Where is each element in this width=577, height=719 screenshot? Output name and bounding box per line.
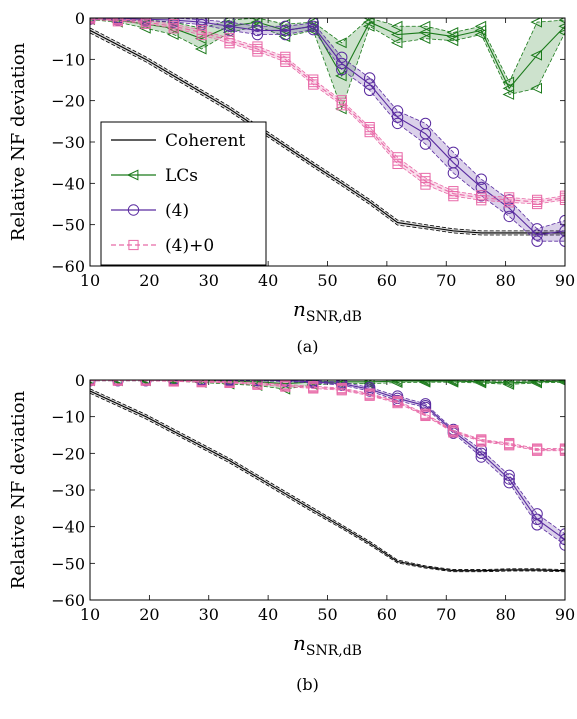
- y-tick-label: −20: [51, 92, 85, 111]
- plot-frame: [90, 380, 565, 600]
- x-axis-label: nSNR,dB: [293, 631, 362, 659]
- x-tick-label: 20: [139, 271, 159, 290]
- series-lower-bound: [90, 381, 565, 451]
- series-lcs: [85, 12, 570, 114]
- y-tick-label: 0: [75, 371, 85, 390]
- y-tick-label: −50: [51, 216, 85, 235]
- legend-label: (4)+0: [165, 236, 214, 256]
- panel-caption: (b): [296, 675, 319, 694]
- y-tick-label: −60: [51, 591, 85, 610]
- y-tick-label: −60: [51, 257, 85, 276]
- series-lower-bound: [90, 393, 565, 572]
- y-tick-label: 0: [75, 9, 85, 28]
- y-tick-label: −30: [51, 133, 85, 152]
- x-tick-label: 90: [555, 271, 575, 290]
- x-tick-label: 60: [377, 271, 397, 290]
- series-band: [90, 379, 565, 451]
- panel-caption: (a): [296, 337, 318, 356]
- y-tick-label: −10: [51, 50, 85, 69]
- series--4-0: [85, 375, 569, 456]
- series-line: [90, 380, 565, 450]
- y-tick-label: −10: [51, 408, 85, 427]
- x-tick-label: 20: [139, 605, 159, 624]
- y-tick-label: −40: [51, 518, 85, 537]
- x-tick-label: 40: [258, 605, 278, 624]
- x-tick-label: 30: [199, 605, 219, 624]
- plot-area: [85, 373, 571, 571]
- legend-label: (4): [165, 201, 189, 221]
- x-tick-label: 50: [317, 605, 337, 624]
- series-band: [90, 389, 565, 572]
- y-axis-label: Relative NF deviation: [8, 390, 29, 589]
- y-axis-label: Relative NF deviation: [8, 42, 29, 241]
- data-point-marker: [85, 375, 95, 384]
- chart-panel-b: 10 20 30 40 50 60 70 80 900−10−20−30−40−50−60Rel…: [8, 371, 575, 694]
- x-tick-label: 70: [436, 605, 456, 624]
- x-tick-label: 40: [258, 271, 278, 290]
- legend-label: LCs: [165, 166, 198, 186]
- x-tick-label: 90: [555, 605, 575, 624]
- chart-panel-a: 10 20 30 40 50 60 70 80 90 0 −10 −20 −30 −40 −50 −60 Rel…: [8, 9, 575, 356]
- series-upper-bound: [90, 389, 565, 570]
- y-tick-label: −30: [51, 481, 85, 500]
- x-tick-label: 30: [199, 271, 219, 290]
- x-tick-label: 60: [377, 605, 397, 624]
- x-axis-label: nSNR,dB: [293, 297, 362, 325]
- y-tick-label: −40: [51, 174, 85, 193]
- x-tick-label: 80: [495, 271, 515, 290]
- series--4-: [85, 374, 570, 550]
- legend-label: Coherent: [165, 131, 245, 151]
- legend: Coherent LCs (4) (4)+0: [101, 122, 266, 265]
- series-line: [90, 391, 565, 571]
- x-tick-label: 50: [317, 271, 337, 290]
- x-tick-label: 80: [495, 605, 515, 624]
- series-coherent: [90, 389, 565, 572]
- x-tick-label: 70: [436, 271, 456, 290]
- series-upper-bound: [90, 379, 565, 534]
- y-tick-label: −20: [51, 444, 85, 463]
- y-tick-label: −50: [51, 554, 85, 573]
- series-line: [90, 380, 565, 540]
